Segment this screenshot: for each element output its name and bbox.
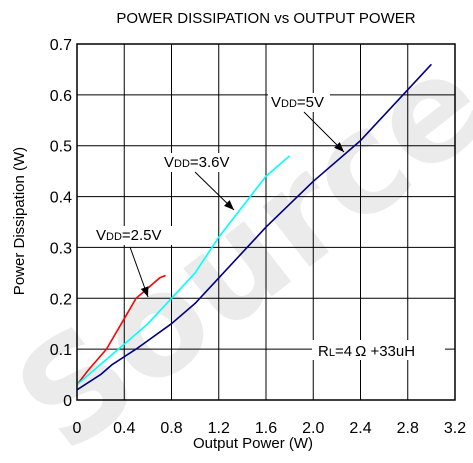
plot-frame — [76, 43, 456, 401]
y-tick-label: 0.3 — [50, 240, 72, 257]
y-tick-label: 0.2 — [50, 291, 72, 308]
arrowhead — [140, 286, 149, 297]
y-tick-label: 0.5 — [50, 139, 72, 156]
annotation-background — [93, 226, 173, 245]
y-axis-label: Power Dissipation (W) — [11, 147, 28, 295]
grid — [77, 44, 455, 400]
series-label-3: VDD=5V — [271, 94, 324, 111]
series-line-1 — [76, 274, 166, 386]
axes: 0 0.4 0.8 1.2 1.6 2.0 2.4 2.8 3.2 0 0.1 0.2 0.3 0.4 0.… — [50, 37, 466, 437]
annotation-background — [268, 93, 330, 112]
x-tick-label: 3.2 — [444, 420, 466, 437]
series-line-3 — [76, 63, 432, 391]
arrowhead — [334, 142, 344, 152]
x-tick-label: 0 — [73, 420, 82, 437]
annotation-layer: VDD=2.5V VDD=3.6V VDD=5V RL=4 Ω +33uH — [93, 93, 445, 360]
x-tick-label: 2.8 — [397, 420, 419, 437]
y-tick-label: 0.4 — [50, 190, 72, 207]
x-tick-label: 0.4 — [113, 420, 135, 437]
chart-title: POWER DISSIPATION vs OUTPUT POWER — [116, 10, 415, 27]
series-line-2 — [76, 155, 291, 386]
x-tick-label: 1.2 — [208, 420, 230, 437]
y-tick-label: 0 — [63, 393, 72, 410]
y-tick-label: 0.7 — [50, 37, 72, 54]
x-tick-label: 1.6 — [255, 420, 277, 437]
y-tick-label: 0.1 — [50, 342, 72, 359]
series-label-1: VDD=2.5V — [96, 227, 162, 244]
x-tick-label: 2.0 — [302, 420, 324, 437]
x-tick-label: 2.4 — [349, 420, 371, 437]
annotation-background — [161, 153, 241, 172]
series-label-2: VDD=3.6V — [164, 154, 230, 171]
arrowhead — [224, 200, 234, 210]
condition-background — [312, 340, 445, 360]
x-axis-label: Output Power (W) — [193, 435, 313, 452]
series-layer — [76, 63, 432, 391]
x-tick-label: 0.8 — [160, 420, 182, 437]
y-tick-label: 0.6 — [50, 88, 72, 105]
load-condition-label: RL=4 Ω +33uH — [318, 343, 415, 360]
